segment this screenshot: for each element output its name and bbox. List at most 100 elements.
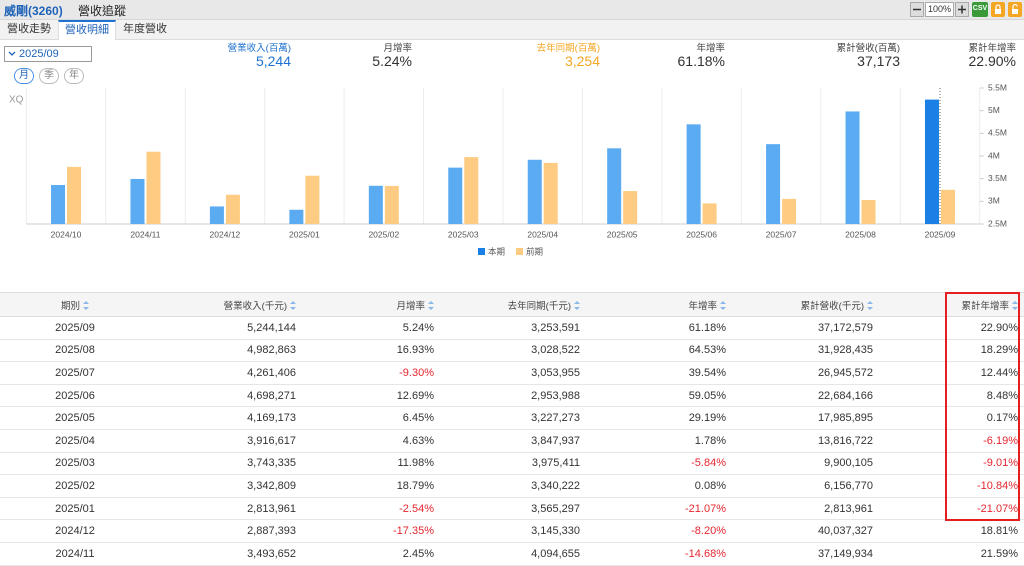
bar xyxy=(543,162,558,224)
sort-icon xyxy=(867,301,873,311)
column-header[interactable]: 累計年增率 xyxy=(879,292,1024,317)
y-tick-label: 5M xyxy=(988,105,1000,115)
sort-icon xyxy=(83,301,89,311)
sort-down xyxy=(290,307,296,311)
table-row: 2025/01 2,813,961 -2.54% 3,565,297 -21.07% 2,… xyxy=(0,497,1024,521)
sort-down xyxy=(574,307,580,311)
table-cell: 22,684,166 xyxy=(732,384,879,408)
legend-label: 前期 xyxy=(526,246,543,256)
bar xyxy=(623,191,638,224)
column-title: 月增率 xyxy=(396,300,425,312)
bar xyxy=(289,209,304,224)
zoom-in[interactable] xyxy=(955,2,969,17)
page-subtitle: 營收追蹤 xyxy=(78,4,127,18)
summary-label: 月增率 xyxy=(383,43,412,54)
frequency-button[interactable]: 月 xyxy=(14,68,34,84)
sort-up xyxy=(1012,301,1018,305)
summary-value: 37,173 xyxy=(857,53,900,69)
column-header[interactable]: 累計營收(千元) xyxy=(732,292,879,317)
y-tick-label: 4.5M xyxy=(988,128,1007,138)
table-cell: 12.69% xyxy=(302,384,440,408)
table-cell: 59.05% xyxy=(586,384,732,408)
dropdown-arrow xyxy=(8,51,16,56)
summary-label: 去年同期(百萬) xyxy=(536,43,600,54)
table-cell: -17.35% xyxy=(302,519,440,543)
bar xyxy=(686,124,701,224)
bar xyxy=(305,175,320,224)
unlock-button[interactable] xyxy=(1008,2,1022,17)
table-cell: 22.90% xyxy=(879,316,1024,340)
tab[interactable]: 營收走勢 xyxy=(7,23,51,35)
frequency-button[interactable]: 季 xyxy=(39,68,59,84)
table-cell: -6.19% xyxy=(879,429,1024,453)
column-header[interactable]: 營業收入(千元) xyxy=(150,292,302,317)
table-row: 2025/06 4,698,271 12.69% 2,953,988 59.05% 22,… xyxy=(0,384,1024,408)
sort-up xyxy=(574,301,580,305)
bar xyxy=(845,111,860,224)
period-select[interactable]: 2025/09 xyxy=(4,46,92,62)
frequency-button[interactable]: 年 xyxy=(64,68,84,84)
table-cell: 2,953,988 xyxy=(440,384,586,408)
column-header[interactable]: 去年同期(千元) xyxy=(440,292,586,317)
table-cell: 0.17% xyxy=(879,406,1024,430)
x-tick-label: 2025/07 xyxy=(766,229,797,239)
x-tick-label: 2025/03 xyxy=(448,229,479,239)
table-cell: 3,028,522 xyxy=(440,339,586,363)
tab[interactable]: 營收明細 xyxy=(58,20,116,40)
table-cell: 4,169,173 xyxy=(150,406,302,430)
table-cell: 39.54% xyxy=(586,361,732,385)
x-tick-label: 2025/05 xyxy=(607,229,638,239)
bar xyxy=(924,99,939,224)
table-cell: 11.98% xyxy=(302,452,440,476)
table-cell: 2025/09 xyxy=(0,316,150,340)
sort-up xyxy=(428,301,434,305)
table-cell: 2,887,393 xyxy=(150,519,302,543)
sort-up xyxy=(720,301,726,305)
table-cell: 3,253,591 xyxy=(440,316,586,340)
bar xyxy=(782,198,797,224)
x-tick-label: 2025/04 xyxy=(527,229,558,239)
table-cell: 4,261,406 xyxy=(150,361,302,385)
y-tick-label: 3M xyxy=(988,196,1000,206)
table-cell: 18.81% xyxy=(879,519,1024,543)
tab-bar: 營收走勢 營收明細 年度營收 xyxy=(0,20,1024,40)
table-cell: -8.20% xyxy=(586,519,732,543)
bar xyxy=(368,185,383,224)
sort-icon xyxy=(720,301,726,311)
table-cell: 2025/06 xyxy=(0,384,150,408)
column-header[interactable]: 期別 xyxy=(0,292,150,317)
table-row: 2025/04 3,916,617 4.63% 3,847,937 1.78% 13,81… xyxy=(0,429,1024,453)
period-value: 2025/09 xyxy=(19,48,59,60)
table-cell: 3,916,617 xyxy=(150,429,302,453)
top-bar: 威剛(3260) 營收追蹤 100% CSV xyxy=(0,0,1024,20)
sort-icon xyxy=(428,301,434,311)
y-tick-label: 3.5M xyxy=(988,173,1007,183)
column-header[interactable]: 年增率 xyxy=(586,292,732,317)
table-cell: 37,149,934 xyxy=(732,542,879,566)
zoom-out[interactable] xyxy=(910,2,924,17)
table-cell: 2024/11 xyxy=(0,542,150,566)
tab[interactable]: 年度營收 xyxy=(123,23,167,35)
plus-icon xyxy=(958,5,966,14)
table-cell: 37,172,579 xyxy=(732,316,879,340)
table-cell: 4,982,863 xyxy=(150,339,302,363)
table-cell: 3,493,652 xyxy=(150,542,302,566)
column-header[interactable]: 月增率 xyxy=(302,292,440,317)
bar xyxy=(766,144,781,224)
csv-button[interactable]: CSV xyxy=(972,2,988,17)
bar xyxy=(861,200,876,224)
header-row: 期別 營業收入(千元) 月增率 去年同期(千元) 年增率 累計營收(千元) 累計年增率 xyxy=(0,292,1024,317)
table-cell: -14.68% xyxy=(586,542,732,566)
sort-down xyxy=(867,307,873,311)
table-cell: 2025/05 xyxy=(0,406,150,430)
table-cell: 5.24% xyxy=(302,316,440,340)
legend-label: 本期 xyxy=(488,246,505,256)
bar xyxy=(130,178,145,224)
table-cell: 17,985,895 xyxy=(732,406,879,430)
bar xyxy=(225,194,240,224)
summary-label: 營業收入(百萬) xyxy=(227,43,291,54)
lock-button[interactable] xyxy=(991,2,1005,17)
column-title: 累計年增率 xyxy=(961,300,1009,312)
bar xyxy=(67,166,82,224)
zoom-level[interactable]: 100% xyxy=(925,2,954,17)
